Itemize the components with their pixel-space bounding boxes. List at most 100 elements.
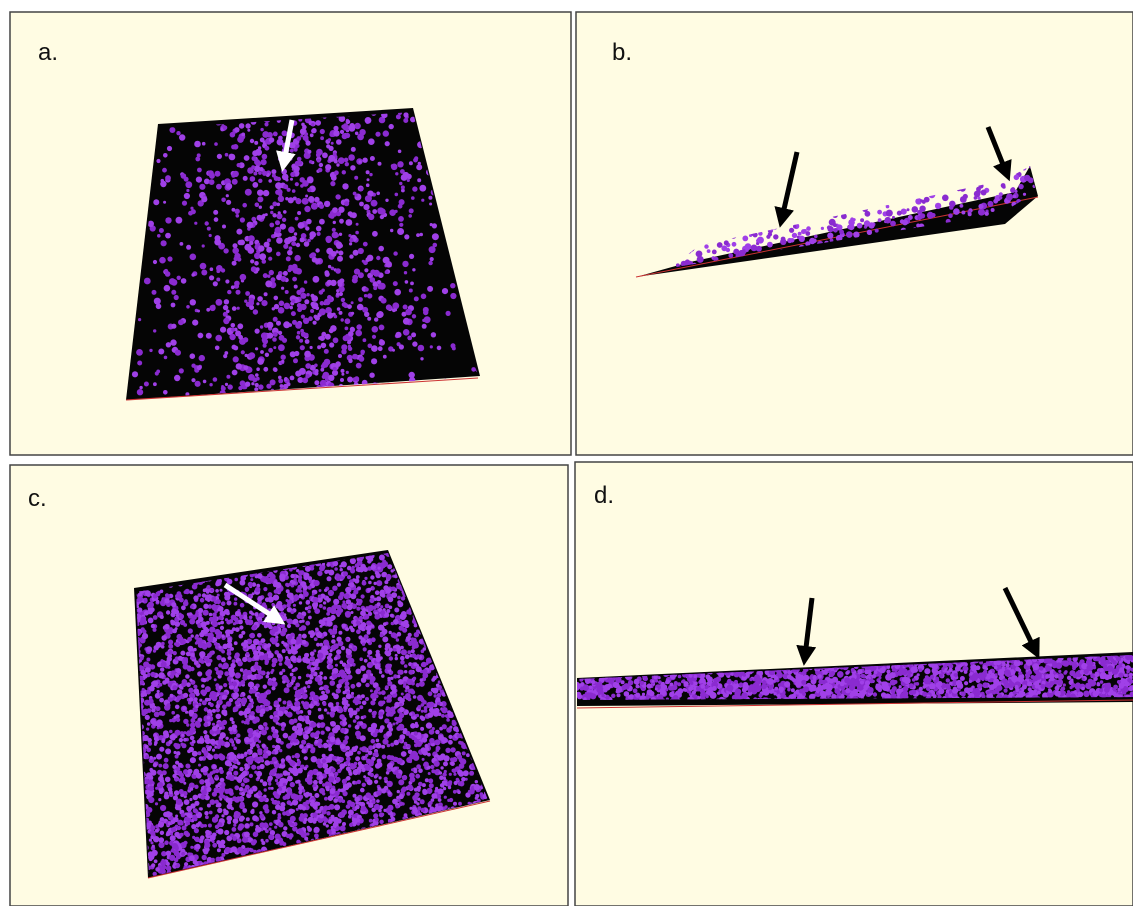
cell [225, 383, 228, 386]
cell [175, 674, 179, 678]
cell [317, 232, 321, 236]
cell [283, 210, 287, 214]
cell [398, 150, 402, 154]
cell [255, 203, 259, 207]
cell [171, 324, 176, 329]
cell [336, 163, 339, 166]
cell [166, 833, 169, 836]
cell [381, 298, 387, 304]
cell [342, 302, 347, 307]
cell [272, 174, 276, 178]
cell [371, 723, 377, 729]
cell [310, 294, 314, 298]
cell [397, 161, 403, 167]
cell [268, 782, 271, 785]
cell [288, 650, 293, 655]
cell [287, 624, 291, 628]
cell [284, 303, 291, 310]
cell [335, 664, 338, 667]
cell [366, 183, 370, 187]
cell [431, 332, 436, 337]
cell [216, 184, 222, 190]
cell [180, 651, 185, 656]
cell [339, 278, 344, 283]
cell [313, 321, 317, 325]
cell [360, 788, 365, 793]
cell [210, 267, 214, 271]
cell [717, 242, 723, 248]
cell [264, 616, 270, 622]
cell [226, 194, 229, 197]
cell [320, 301, 325, 306]
cell [418, 782, 423, 787]
cell [336, 702, 339, 705]
cell [255, 587, 261, 593]
cell [237, 323, 243, 329]
cell [166, 865, 172, 871]
cell [169, 127, 175, 133]
cell [287, 820, 290, 823]
cell [355, 669, 361, 675]
cell [243, 365, 248, 370]
cell [916, 224, 920, 228]
cell [161, 240, 167, 246]
cell [263, 190, 269, 196]
cell [322, 152, 328, 158]
cell [707, 249, 711, 253]
cell [215, 335, 222, 342]
cell [212, 723, 215, 726]
cell [278, 211, 281, 214]
cell [333, 152, 337, 156]
cell [409, 289, 413, 293]
cell [403, 685, 406, 688]
cell [256, 302, 259, 305]
cell [395, 193, 399, 197]
cell [246, 779, 250, 783]
cell [295, 182, 299, 186]
cell [167, 146, 172, 151]
cell [310, 744, 314, 748]
cell [290, 782, 295, 787]
cell [402, 261, 408, 267]
cell [305, 363, 311, 369]
cell [399, 182, 402, 185]
cell [407, 744, 411, 748]
cell [281, 355, 286, 360]
cell [310, 309, 314, 313]
cell [271, 669, 274, 672]
cell [294, 148, 298, 152]
cell [176, 718, 180, 722]
cell [429, 729, 434, 734]
cell [282, 218, 286, 222]
cell [254, 387, 258, 391]
cell [287, 712, 293, 718]
cell [181, 734, 184, 737]
cell [839, 230, 844, 235]
cell [232, 370, 238, 376]
cell [257, 243, 260, 246]
cell [267, 322, 274, 329]
cell [165, 777, 171, 783]
cell [195, 844, 201, 850]
cell [154, 859, 158, 863]
cell [458, 802, 462, 806]
cell [349, 254, 353, 258]
cell [292, 669, 295, 672]
cell [370, 277, 376, 283]
cell [325, 164, 331, 170]
cell [233, 356, 239, 362]
cell [773, 234, 778, 239]
cell [280, 631, 286, 637]
cell [332, 586, 337, 591]
cell [163, 201, 166, 204]
cell [356, 607, 360, 611]
cell [363, 715, 366, 718]
cell [165, 217, 171, 223]
cell [419, 185, 426, 192]
cell [191, 378, 195, 382]
cell [325, 689, 330, 694]
cell [799, 236, 805, 242]
cell [230, 717, 234, 721]
cell [162, 770, 167, 775]
cell [430, 257, 434, 261]
